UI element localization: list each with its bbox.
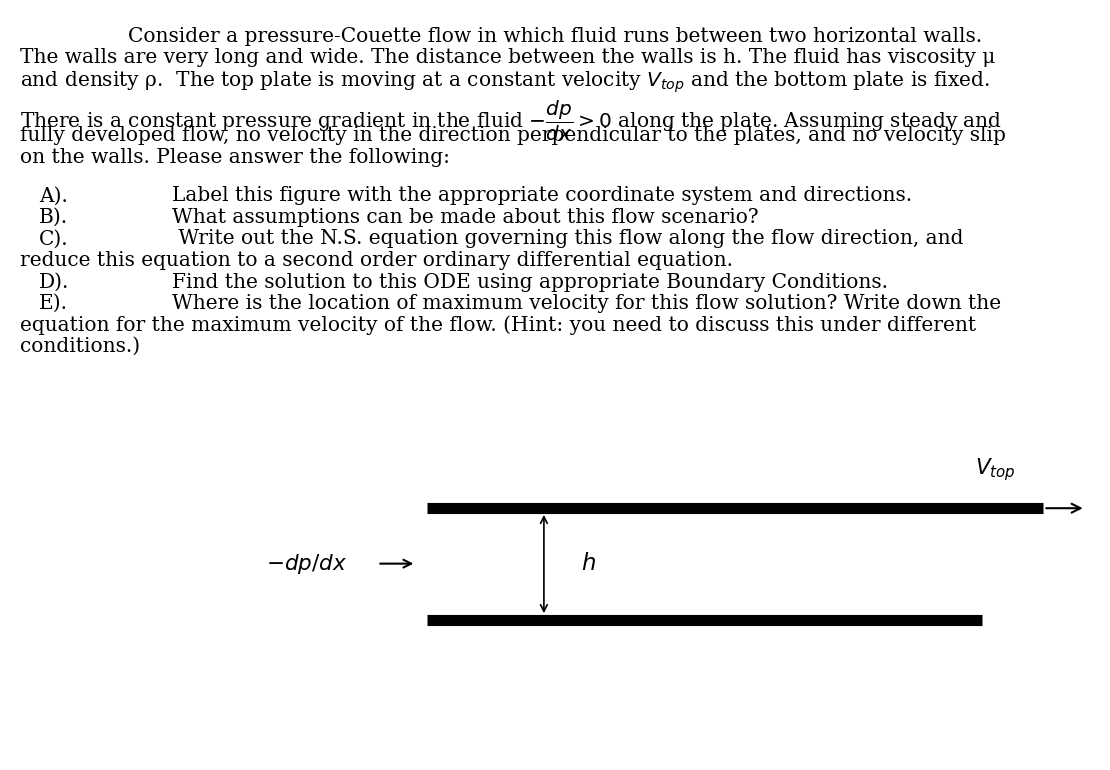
Text: $\mathit{-dp/dx}$: $\mathit{-dp/dx}$ <box>266 551 347 576</box>
Text: Where is the location of maximum velocity for this flow solution? Write down the: Where is the location of maximum velocit… <box>172 294 1001 313</box>
Text: Label this figure with the appropriate coordinate system and directions.: Label this figure with the appropriate c… <box>172 186 912 206</box>
Text: There is a constant pressure gradient in the fluid $-\dfrac{dp}{dx} > 0$ along t: There is a constant pressure gradient in… <box>20 99 1002 143</box>
Text: Write out the N.S. equation governing this flow along the flow direction, and: Write out the N.S. equation governing th… <box>172 229 963 249</box>
Text: Find the solution to this ODE using appropriate Boundary Conditions.: Find the solution to this ODE using appr… <box>172 273 888 292</box>
Text: equation for the maximum velocity of the flow. (Hint: you need to discuss this u: equation for the maximum velocity of the… <box>20 316 976 336</box>
Text: What assumptions can be made about this flow scenario?: What assumptions can be made about this … <box>172 208 758 227</box>
Text: $V_{top}$: $V_{top}$ <box>975 457 1016 483</box>
Text: C).: C). <box>39 229 69 249</box>
Text: $h$: $h$ <box>581 553 596 574</box>
Text: reduce this equation to a second order ordinary differential equation.: reduce this equation to a second order o… <box>20 251 733 270</box>
Text: The walls are very long and wide. The distance between the walls is h. The fluid: The walls are very long and wide. The di… <box>20 48 996 67</box>
Text: B).: B). <box>39 208 68 227</box>
Text: D).: D). <box>39 273 69 292</box>
Text: E).: E). <box>39 294 68 313</box>
Text: and density ρ.  The top plate is moving at a constant velocity $V_{top}$ and the: and density ρ. The top plate is moving a… <box>20 69 990 95</box>
Text: conditions.): conditions.) <box>20 337 140 357</box>
Text: fully developed flow, no velocity in the direction perpendicular to the plates, : fully developed flow, no velocity in the… <box>20 126 1006 146</box>
Text: Consider a pressure-Couette flow in which fluid runs between two horizontal wall: Consider a pressure-Couette flow in whic… <box>128 27 982 46</box>
Text: A).: A). <box>39 186 68 206</box>
Text: on the walls. Please answer the following:: on the walls. Please answer the followin… <box>20 148 450 167</box>
